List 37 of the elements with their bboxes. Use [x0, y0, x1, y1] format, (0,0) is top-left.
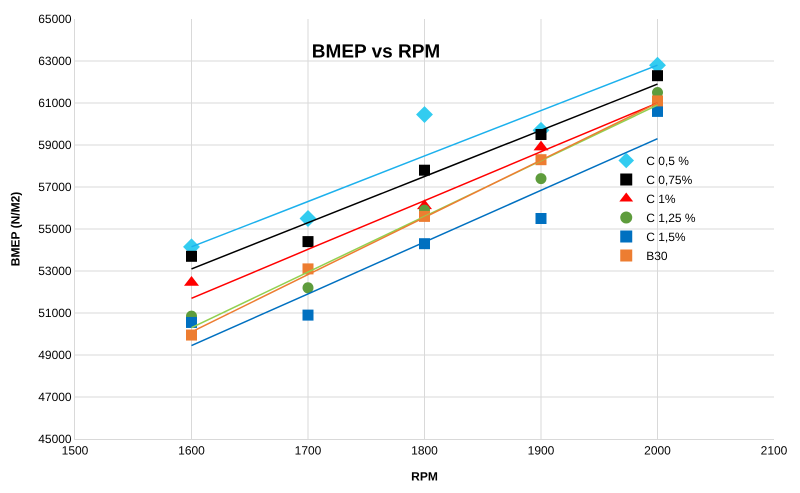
text: BMEP vs RPM: [312, 42, 440, 63]
x-tick-label: 1900: [528, 443, 555, 458]
point: [302, 236, 314, 248]
legend-label: C 1,25 %: [646, 211, 696, 226]
legend-label: C 1%: [646, 192, 676, 206]
y-tick-label: 57000: [38, 180, 72, 194]
point: [186, 330, 197, 341]
point: [652, 70, 663, 82]
point: [302, 282, 314, 294]
y-axis-title: BMEP (N/M2): [8, 192, 23, 266]
y-tick-label: 61000: [38, 96, 72, 110]
x-tick-label: 2000: [644, 443, 672, 458]
x-axis-title: RPM: [411, 469, 438, 484]
point: [536, 213, 546, 224]
point: [186, 316, 197, 328]
point: [302, 310, 314, 321]
x-tick-label: 1800: [411, 443, 438, 458]
point: [416, 106, 433, 123]
y-tick-label: 65000: [38, 12, 72, 26]
y-tick-label: 63000: [38, 54, 72, 68]
x-tick-label: 1700: [294, 443, 322, 458]
y-tick-label: 47000: [38, 390, 72, 404]
y-tick-label: 51000: [38, 306, 72, 320]
point: [186, 250, 197, 262]
point: [536, 173, 546, 184]
point: [419, 164, 430, 176]
x-tick-label: 2100: [760, 443, 788, 458]
y-tick-label: 53000: [38, 264, 72, 278]
x-tick-label: 1600: [178, 443, 206, 458]
y-tick-label: 59000: [38, 138, 72, 152]
legend-label: C 0,75%: [646, 173, 693, 188]
point: [652, 106, 663, 117]
y-tick-label: 55000: [38, 222, 72, 236]
legend-label: C 0,5 %: [646, 154, 690, 168]
legend-label: B30: [646, 249, 668, 264]
y-tick-label: 49000: [38, 348, 72, 362]
legend-label: C 1,5%: [646, 230, 686, 244]
